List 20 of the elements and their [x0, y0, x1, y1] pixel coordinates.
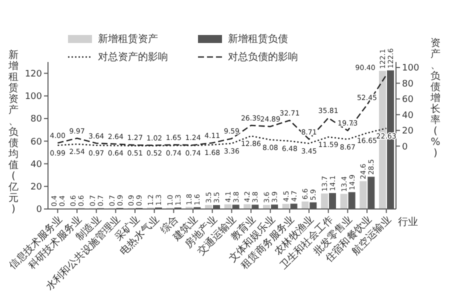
- legend-label: 对总资产的影响: [98, 50, 168, 64]
- text: 新增租赁资产、负债均值(亿元): [8, 50, 18, 215]
- y2-tick-label: 40: [402, 110, 414, 121]
- y2-tick-label: 100: [402, 64, 420, 74]
- x-axis-title: 行业: [398, 216, 418, 229]
- y2-tick-label: 0: [402, 142, 408, 152]
- y-tick-label: 100: [24, 92, 42, 102]
- y2-tick-label: 60: [402, 95, 414, 106]
- legend-label: 新增租赁负债: [228, 32, 288, 46]
- y-tick-label: 80: [30, 114, 42, 125]
- text: 资产、负债增长率(%): [430, 38, 440, 159]
- y-tick-label: 120: [24, 70, 42, 80]
- y-tick-label: 0: [36, 205, 42, 216]
- legend-label: 对总负债的影响: [228, 50, 298, 64]
- y2-tick-label: 80: [402, 79, 414, 90]
- y-tick-label: 20: [30, 182, 42, 193]
- y-tick-label: 60: [30, 137, 42, 148]
- legend-label: 新增租赁资产: [98, 32, 158, 46]
- y2-tick-label: 20: [402, 126, 414, 137]
- y-tick-label: 40: [30, 160, 42, 170]
